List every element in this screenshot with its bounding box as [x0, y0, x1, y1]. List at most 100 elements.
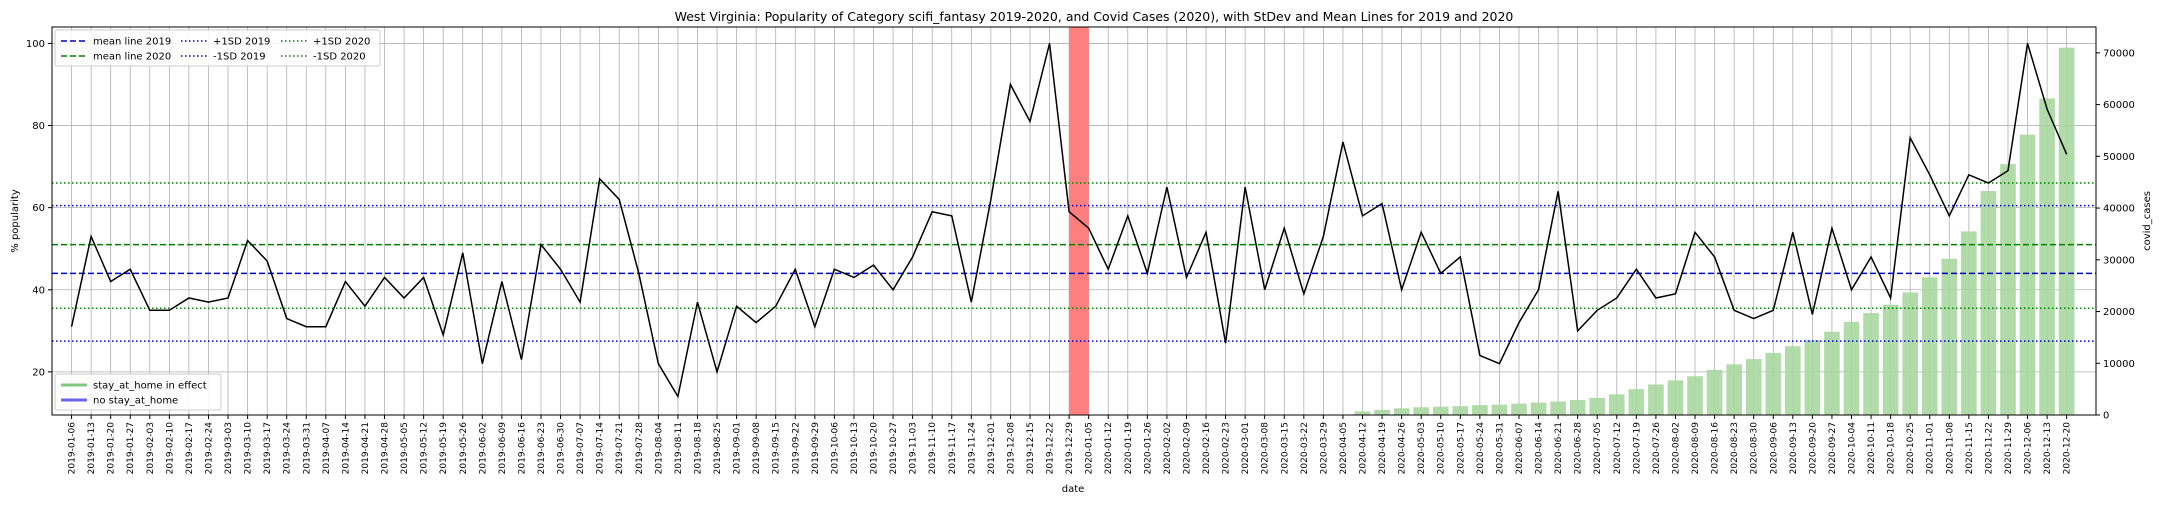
x-tick-label: 2019-08-11	[674, 422, 684, 474]
x-tick-label: 2020-06-07	[1515, 422, 1525, 474]
legend-label: mean line 2019	[93, 37, 171, 48]
x-tick-label: 2019-10-20	[870, 422, 880, 475]
covid-bar	[1706, 369, 1723, 415]
covid-bar	[1530, 402, 1547, 415]
legend-box	[54, 373, 222, 411]
legend-top: mean line 2019 mean line 2020 +1SD 2019 -1S…	[54, 29, 381, 67]
x-tick-label: 2019-05-19	[439, 422, 449, 475]
x-tick-label: 2020-02-09	[1182, 422, 1192, 475]
x-tick-label: 2020-06-14	[1535, 422, 1545, 475]
covid-bar	[1726, 364, 1742, 415]
x-tick-label: 2020-11-29	[2004, 422, 2014, 475]
legend-bottom: stay_at_home in effect no stay_at_home	[54, 373, 222, 411]
x-tick-label: 2019-05-26	[459, 422, 469, 475]
y-axis-right: 0 10000 20000 30000 40000 50000 60000 70000	[2096, 48, 2135, 422]
x-tick-label: 2020-06-21	[1554, 422, 1564, 474]
legend-box	[54, 29, 381, 67]
x-tick-label: 2019-06-30	[557, 422, 567, 475]
legend-label: stay_at_home in effect	[93, 381, 207, 392]
y2-tick-label: 50000	[2103, 152, 2135, 163]
x-tick-label: 2019-07-07	[576, 422, 586, 474]
x-tick-label: 2020-10-04	[1848, 422, 1858, 475]
x-tick-label: 2019-05-05	[400, 422, 410, 474]
covid-bar	[1432, 406, 1449, 415]
y-tick-label: 40	[32, 285, 45, 296]
x-tick-label: 2019-09-08	[752, 422, 762, 475]
x-tick-label: 2019-03-31	[302, 422, 312, 474]
covid-bar	[1824, 331, 1840, 415]
covid-bar	[1843, 321, 1860, 415]
plot-frame	[51, 26, 2097, 416]
x-tick-label: 2019-01-20	[107, 422, 117, 475]
x-tick-label: 2019-03-17	[263, 422, 273, 474]
x-tick-label: 2020-09-06	[1769, 422, 1779, 475]
covid-bar	[1569, 399, 1586, 415]
x-tick-label: 2019-04-28	[381, 422, 391, 475]
covid-bar	[2039, 98, 2055, 415]
x-tick-label: 2019-11-17	[948, 422, 958, 474]
x-tick-label: 2019-09-22	[791, 422, 801, 474]
covid-bar	[1628, 389, 1645, 415]
x-tick-label: 2019-02-10	[165, 422, 175, 475]
x-tick-label: 2019-08-25	[713, 422, 723, 474]
x-tick-label: 2019-12-15	[1026, 422, 1036, 474]
popularity-line	[70, 43, 2068, 399]
y2-tick-label: 70000	[2103, 48, 2135, 59]
x-tick-label: 2019-11-24	[967, 422, 977, 475]
x-tick-label: 2020-08-09	[1691, 422, 1701, 475]
legend-label: no stay_at_home	[93, 396, 178, 407]
y-tick-label: 60	[32, 203, 45, 214]
y-axis-label: % popularity	[10, 189, 21, 253]
x-tick-label: 2020-03-29	[1319, 422, 1329, 475]
x-tick-label: 2019-01-27	[126, 422, 136, 474]
x-tick-label: 2020-12-20	[2063, 422, 2073, 475]
x-tick-label: 2020-04-19	[1378, 422, 1388, 475]
x-tick-label: 2019-04-14	[341, 422, 351, 475]
x-tick-label: 2019-12-08	[1006, 422, 1016, 475]
x-tick-label: 2020-09-27	[1828, 422, 1838, 474]
x-tick-label: 2020-05-24	[1476, 422, 1486, 475]
covid-bar	[1472, 405, 1488, 415]
x-tick-label: 2019-02-03	[146, 422, 156, 474]
x-tick-label: 2019-07-28	[635, 422, 645, 475]
x-tick-label: 2019-09-29	[811, 422, 821, 475]
x-tick-label: 2019-08-18	[693, 422, 703, 475]
y2-axis-label: covid_cases	[2142, 191, 2153, 251]
x-tick-label: 2020-12-13	[2043, 422, 2053, 474]
x-tick-label: 2020-05-31	[1495, 422, 1505, 474]
x-tick-label: 2020-10-11	[1867, 422, 1877, 474]
x-tick-label: 2019-07-21	[615, 422, 625, 474]
covid-bar	[1491, 404, 1508, 415]
x-tick-label: 2019-10-27	[889, 422, 899, 474]
x-tick-label: 2019-03-10	[244, 422, 254, 475]
x-tick-label: 2019-02-24	[204, 422, 214, 475]
covid-bar	[1354, 411, 1371, 415]
y2-tick-label: 0	[2103, 411, 2109, 422]
x-tick-label: 2020-05-03	[1417, 422, 1427, 474]
x-tick-label: 2019-01-06	[68, 422, 78, 475]
legend-label: -1SD 2019	[213, 52, 266, 63]
covid-bar	[1511, 403, 1527, 415]
x-tick-label: 2020-05-10	[1437, 422, 1447, 475]
y2-tick-label: 20000	[2103, 307, 2135, 318]
x-tick-label: 2020-08-30	[1750, 422, 1760, 475]
reference-lines	[52, 182, 2096, 342]
x-tick-label: 2020-08-02	[1671, 422, 1681, 474]
y2-tick-label: 30000	[2103, 255, 2135, 266]
covid-bar	[1961, 231, 1977, 415]
x-tick-label: 2019-04-21	[361, 422, 371, 474]
x-tick-label: 2019-06-16	[517, 422, 527, 475]
covid-bar	[1784, 346, 1801, 415]
covid-bar	[1413, 407, 1430, 415]
x-tick-label: 2019-08-04	[654, 422, 664, 475]
x-tick-label: 2020-10-25	[1906, 422, 1916, 474]
x-tick-label: 2020-11-22	[1984, 422, 1994, 474]
y-tick-label: 20	[32, 367, 45, 378]
x-axis-label: date	[1062, 484, 1085, 495]
covid-bar	[2019, 134, 2036, 415]
x-tick-label: 2020-12-06	[2024, 422, 2034, 475]
x-tick-label: 2019-06-23	[537, 422, 547, 474]
x-tick-label: 2020-10-18	[1887, 422, 1897, 475]
legend-label: mean line 2020	[93, 52, 171, 63]
